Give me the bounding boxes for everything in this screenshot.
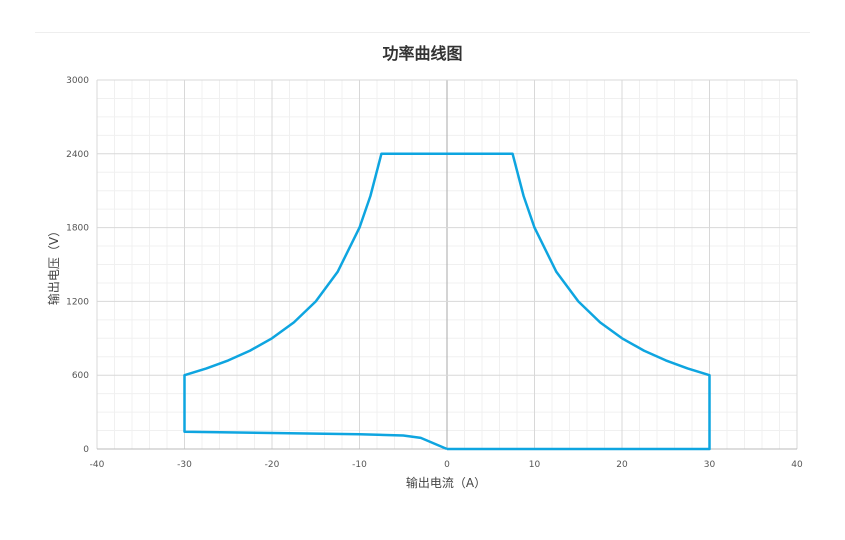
x-tick-label: -40	[90, 460, 105, 470]
divider	[35, 32, 810, 33]
x-tick-label: -30	[177, 460, 192, 470]
y-tick-label: 600	[72, 371, 89, 381]
y-tick-label: 0	[83, 445, 89, 455]
y-tick-label: 1200	[66, 297, 89, 307]
y-axis-label: 输出电压（V）	[46, 225, 61, 305]
chart-title: 功率曲线图	[382, 44, 463, 63]
x-tick-label: -10	[352, 460, 367, 470]
x-tick-label: 40	[791, 460, 803, 470]
x-tick-label: 0	[444, 460, 450, 470]
x-tick-label: 30	[704, 460, 716, 470]
y-tick-label: 2400	[66, 150, 89, 160]
x-tick-label: -20	[265, 460, 280, 470]
y-tick-label: 1800	[66, 224, 89, 234]
x-tick-label: 20	[616, 460, 628, 470]
power-curve-line	[183, 152, 711, 451]
x-tick-label: 10	[529, 460, 541, 470]
x-axis-label: 输出电流（A）	[406, 475, 486, 490]
y-tick-label: 3000	[66, 76, 89, 86]
